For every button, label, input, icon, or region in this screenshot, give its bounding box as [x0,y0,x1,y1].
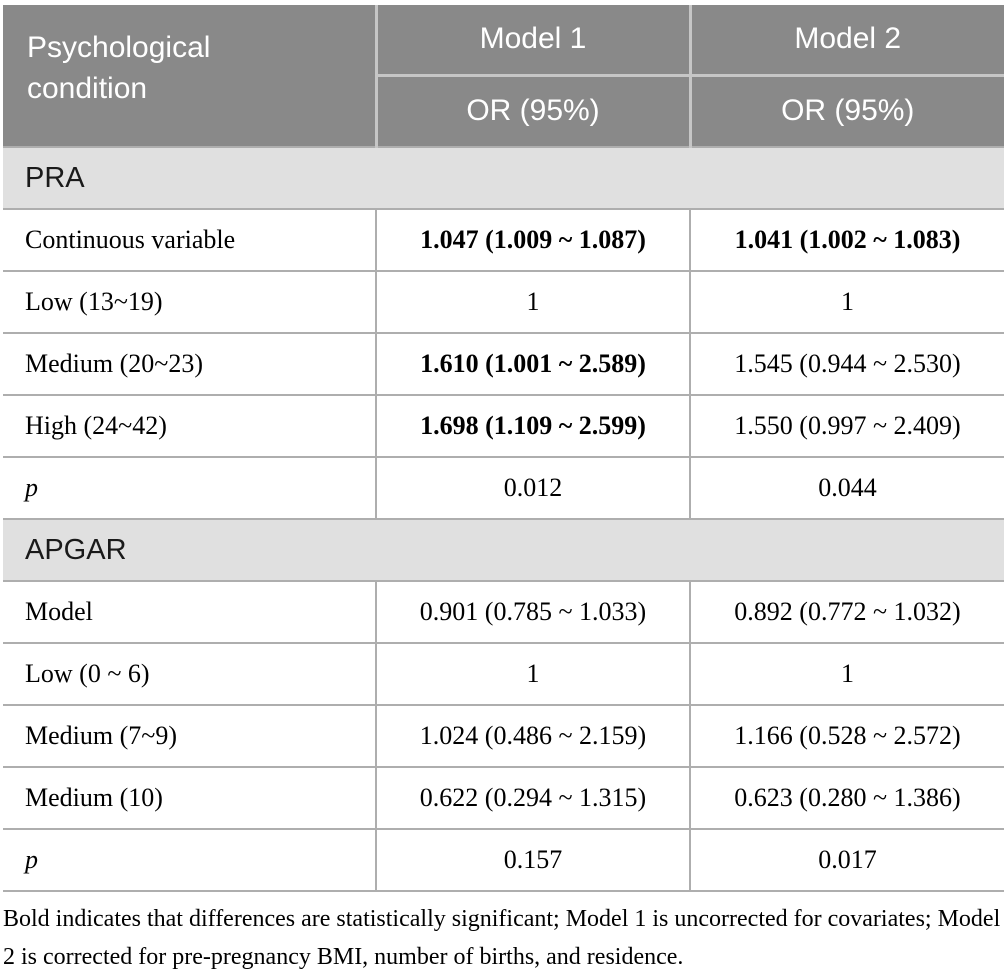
odds-ratio-value: 0.892 (0.772 ~ 1.032) [689,580,1004,643]
row-label: Medium (10) [3,766,376,829]
odds-ratio-value: 1.698 (1.109 ~ 2.599) [375,394,690,457]
odds-ratio-value: 1.545 (0.944 ~ 2.530) [689,332,1004,395]
section-header-row: PRA [3,146,1004,209]
table-row: Model 0.901 (0.785 ~ 1.033) 0.892 (0.772 ~… [3,580,1004,643]
odds-ratio-value: 1.550 (0.997 ~ 2.409) [689,394,1004,457]
odds-ratio-value: 1.024 (0.486 ~ 2.159) [375,704,690,767]
header-row-models: Psychological condition Model 1 Model 2 [3,5,1004,147]
odds-ratio-value: 0.012 [375,456,690,519]
odds-ratio-value: 1.041 (1.002 ~ 1.083) [689,208,1004,271]
header-model-1: Model 1 [374,5,690,75]
row-label: p [3,828,376,891]
odds-ratio-value: 1 [375,642,690,705]
row-label: Low (13~19) [3,270,376,333]
odds-ratio-value: 1 [375,270,690,333]
table-row: p 0.157 0.017 [3,828,1004,891]
row-label: p [3,456,376,519]
table-row: Low (0 ~ 6) 1 1 [3,642,1004,705]
row-label: Low (0 ~ 6) [3,642,376,705]
odds-ratio-value: 0.157 [375,828,690,891]
table-row: Continuous variable 1.047 (1.009 ~ 1.087)… [3,208,1004,271]
odds-ratio-value: 1 [689,270,1004,333]
table-row: Medium (10) 0.622 (0.294 ~ 1.315) 0.623 (0… [3,766,1004,829]
odds-ratio-value: 1.166 (0.528 ~ 2.572) [689,704,1004,767]
header-model-2: Model 2 [688,5,1004,75]
row-label: High (24~42) [3,394,376,457]
row-label: Medium (20~23) [3,332,376,395]
odds-ratio-value: 0.622 (0.294 ~ 1.315) [375,766,690,829]
section-title: PRA [3,146,1004,209]
odds-ratio-table: Psychological condition Model 1 Model 2 … [3,5,1004,892]
odds-ratio-value: 0.044 [689,456,1004,519]
header-model1-or-95: OR (95%) [374,73,690,147]
header-model2-or-95: OR (95%) [688,73,1004,147]
table-row: High (24~42) 1.698 (1.109 ~ 2.599) 1.550 (… [3,394,1004,457]
odds-ratio-value: 0.017 [689,828,1004,891]
odds-ratio-value: 1 [689,642,1004,705]
table-row: Medium (20~23) 1.610 (1.001 ~ 2.589) 1.545… [3,332,1004,395]
row-label: Model [3,580,376,643]
table-footnote: Bold indicates that differences are stat… [3,906,1001,970]
header-psychological-condition: Psychological condition [3,5,376,147]
table-row: Low (13~19) 1 1 [3,270,1004,333]
table-row: p 0.012 0.044 [3,456,1004,519]
table-body: PRA Continuous variable 1.047 (1.009 ~ 1.0… [3,146,1004,891]
table-header: Psychological condition Model 1 Model 2 … [3,5,1004,147]
section-title: APGAR [3,518,1004,581]
row-label: Medium (7~9) [3,704,376,767]
odds-ratio-value: 1.047 (1.009 ~ 1.087) [375,208,690,271]
odds-ratio-value: 0.623 (0.280 ~ 1.386) [689,766,1004,829]
odds-ratio-value: 1.610 (1.001 ~ 2.589) [375,332,690,395]
row-label: Continuous variable [3,208,376,271]
table-row: Medium (7~9) 1.024 (0.486 ~ 2.159) 1.166 (… [3,704,1004,767]
section-header-row: APGAR [3,518,1004,581]
odds-ratio-value: 0.901 (0.785 ~ 1.033) [375,580,690,643]
header-row-or: OR (95%) OR (95%) [3,73,1004,147]
